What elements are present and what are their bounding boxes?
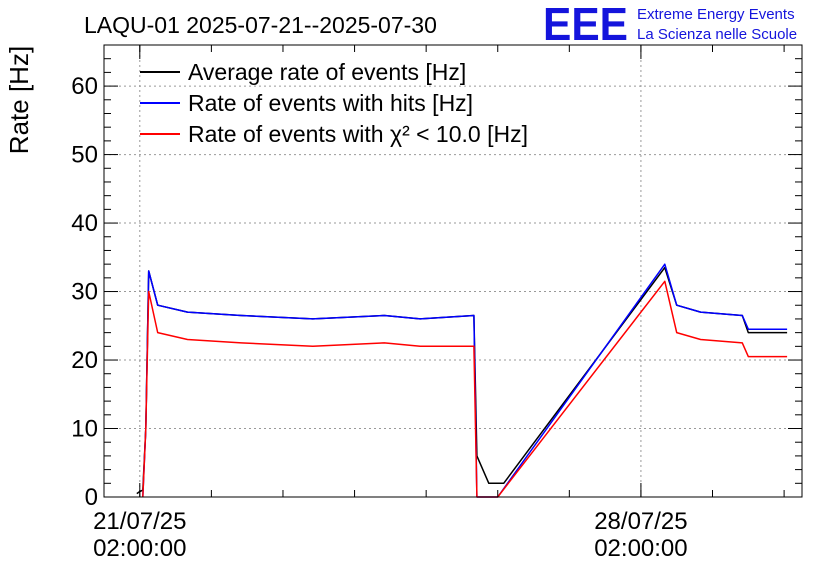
y-axis-label: Rate [Hz] — [4, 46, 34, 154]
series-average-line — [136, 266, 788, 495]
y-tick-label: 40 — [71, 210, 98, 237]
legend: Average rate of events [Hz] Rate of even… — [140, 59, 528, 147]
x-tick-label-date: 21/07/25 — [93, 508, 186, 535]
legend-label-average: Average rate of events [Hz] — [188, 59, 466, 85]
eee-logo: EEE Extreme Energy Events La Scienza nel… — [543, 0, 797, 50]
y-tick-label: 50 — [71, 142, 98, 169]
x-tick-label-time: 02:00:00 — [594, 535, 687, 562]
y-tick-label: 60 — [71, 73, 98, 100]
axis-ticks: 010203040506021/07/2502:00:0028/07/2502:… — [71, 44, 802, 562]
series-lines — [136, 263, 788, 498]
x-tick-label-date: 28/07/25 — [594, 508, 687, 535]
legend-label-hits: Rate of events with hits [Hz] — [188, 90, 473, 116]
x-tick-label-time: 02:00:00 — [93, 535, 186, 562]
chart-title: LAQU-01 2025-07-21--2025-07-30 — [84, 12, 437, 38]
series-chi2-line — [142, 280, 788, 498]
y-tick-label: 10 — [71, 416, 98, 443]
logo-line2: La Scienza nelle Scuole — [637, 26, 797, 43]
logo-line1: Extreme Energy Events — [637, 6, 795, 23]
plot-frame — [103, 44, 803, 498]
grid — [104, 45, 802, 497]
legend-label-chi2: Rate of events with χ² < 10.0 [Hz] — [188, 121, 528, 147]
y-tick-label: 30 — [71, 279, 98, 306]
logo-mark: EEE — [543, 0, 628, 50]
series-hits-line — [142, 263, 788, 498]
y-tick-label: 20 — [71, 347, 98, 374]
y-tick-label: 0 — [85, 484, 98, 511]
